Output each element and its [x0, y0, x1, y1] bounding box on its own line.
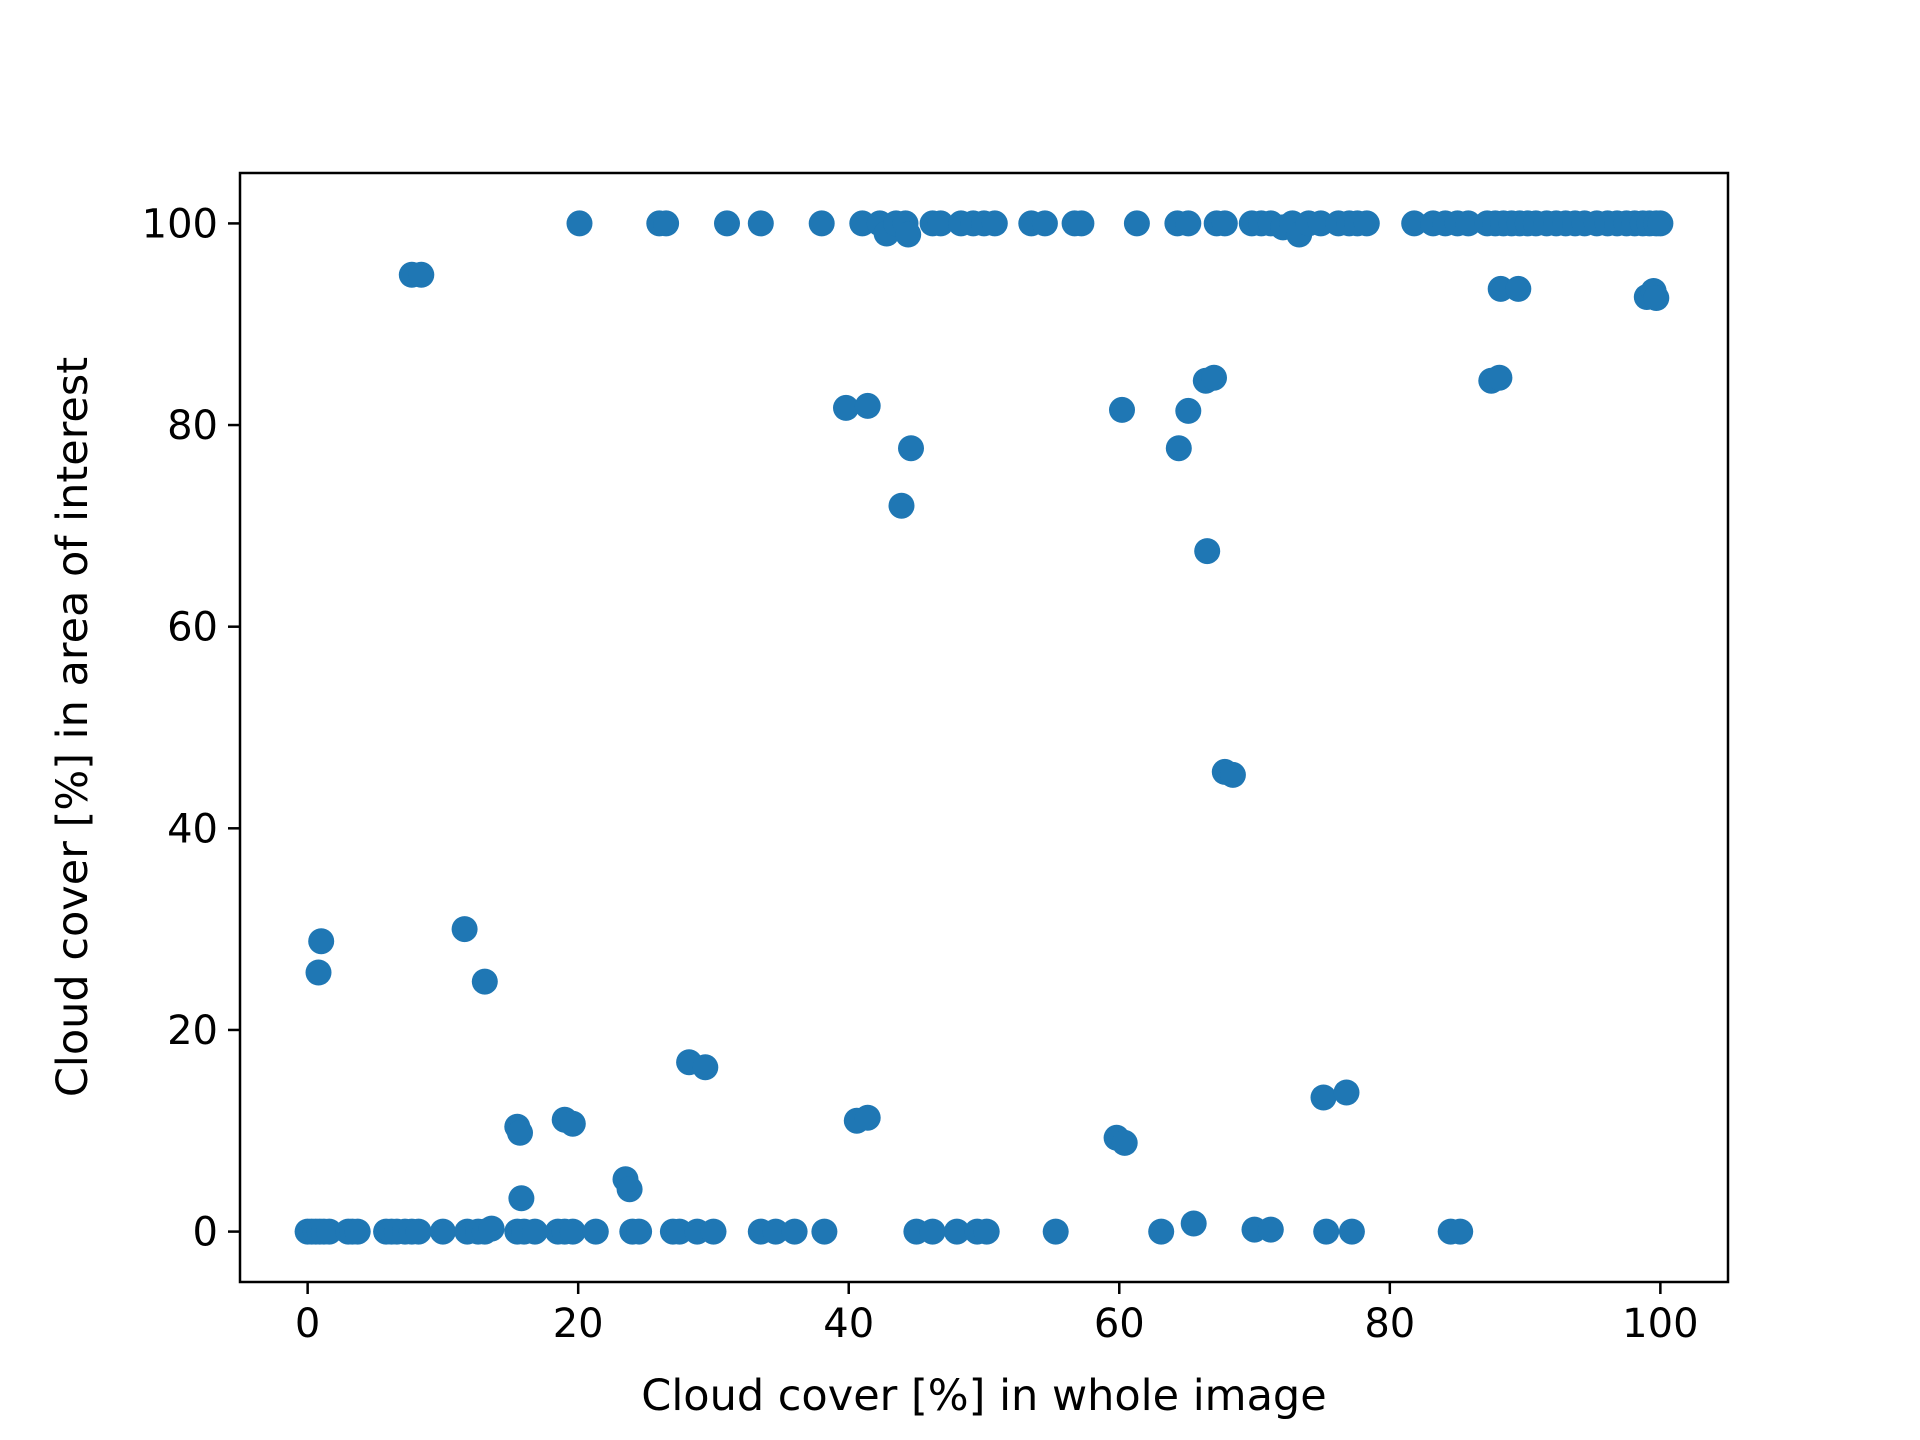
data-point: [1257, 1216, 1284, 1243]
data-point: [927, 210, 954, 237]
data-point: [898, 435, 924, 462]
data-point: [854, 1104, 881, 1131]
data-point: [1031, 210, 1058, 237]
data-point: [1338, 1218, 1365, 1245]
data-point: [747, 210, 774, 237]
data-point: [808, 210, 835, 237]
data-point: [521, 1218, 548, 1245]
data-point: [1175, 397, 1202, 424]
plot-area-frame: [238, 171, 1730, 1284]
data-point: [700, 1218, 727, 1245]
data-point: [1211, 210, 1238, 237]
data-point: [566, 210, 593, 237]
data-point: [943, 1218, 970, 1245]
y-tick-label: 80: [167, 403, 218, 449]
x-tick-label: 0: [295, 1301, 320, 1347]
data-point: [508, 1185, 535, 1212]
data-point: [1111, 1129, 1138, 1156]
data-point: [692, 1054, 719, 1081]
data-point: [429, 1218, 456, 1245]
y-tick-label: 0: [193, 1210, 218, 1256]
data-point: [1068, 210, 1095, 237]
data-point: [559, 1110, 586, 1137]
data-point: [582, 1218, 609, 1245]
data-point: [811, 1218, 838, 1245]
data-point: [405, 1218, 432, 1245]
data-point: [973, 1218, 1000, 1245]
data-point: [888, 492, 915, 519]
data-point: [714, 210, 740, 237]
data-point: [1313, 1218, 1340, 1245]
data-point: [1148, 1218, 1175, 1245]
data-point: [1447, 1218, 1474, 1245]
x-tick-label: 60: [1094, 1301, 1145, 1347]
data-point: [308, 928, 335, 955]
data-point: [895, 221, 922, 248]
data-point: [781, 1218, 808, 1245]
x-tick-label: 100: [1622, 1301, 1698, 1347]
data-point: [1175, 210, 1202, 237]
data-point: [316, 1218, 343, 1245]
data-point: [1643, 285, 1670, 311]
data-point: [1505, 275, 1532, 302]
x-tick-label: 40: [823, 1301, 874, 1347]
data-point: [981, 210, 1008, 237]
y-tick-label: 40: [167, 806, 218, 852]
y-tick-label: 100: [142, 201, 218, 247]
y-axis: 0 20 40 60 80 100: [142, 201, 240, 1256]
data-point: [1109, 396, 1135, 423]
data-point: [507, 1119, 533, 1146]
data-point: [1647, 210, 1674, 237]
data-point: [471, 968, 498, 995]
data-point: [451, 916, 478, 943]
data-point: [1333, 1079, 1360, 1106]
data-point: [626, 1218, 653, 1245]
data-point: [1042, 1218, 1069, 1245]
data-point: [305, 959, 332, 986]
data-point: [1353, 210, 1380, 237]
data-point: [762, 1218, 789, 1245]
x-axis: 0 20 40 60 80 100: [295, 1282, 1699, 1347]
data-point: [478, 1215, 505, 1242]
data-point: [833, 394, 859, 421]
data-points: [294, 210, 1674, 1245]
x-axis-label: Cloud cover [%] in whole image: [641, 1371, 1326, 1421]
y-tick-label: 20: [167, 1008, 218, 1054]
data-point: [919, 1218, 946, 1245]
data-point: [559, 1218, 586, 1245]
data-point: [616, 1176, 643, 1203]
y-tick-label: 60: [167, 605, 218, 651]
data-point: [1401, 210, 1428, 237]
data-point: [1310, 1084, 1337, 1111]
data-point: [1486, 364, 1513, 391]
data-point: [1455, 210, 1482, 237]
y-axis-label: Cloud cover [%] in area of interest: [48, 357, 98, 1097]
data-point: [1165, 435, 1192, 462]
data-point: [1194, 538, 1221, 565]
data-point: [1123, 210, 1150, 237]
data-point: [408, 261, 435, 288]
data-point: [854, 392, 881, 419]
x-tick-label: 20: [553, 1301, 604, 1347]
data-point: [1219, 761, 1246, 788]
x-tick-label: 80: [1364, 1301, 1415, 1347]
data-point: [1180, 1210, 1207, 1237]
data-point: [344, 1218, 371, 1245]
data-point: [1201, 364, 1227, 391]
data-point: [653, 210, 680, 237]
